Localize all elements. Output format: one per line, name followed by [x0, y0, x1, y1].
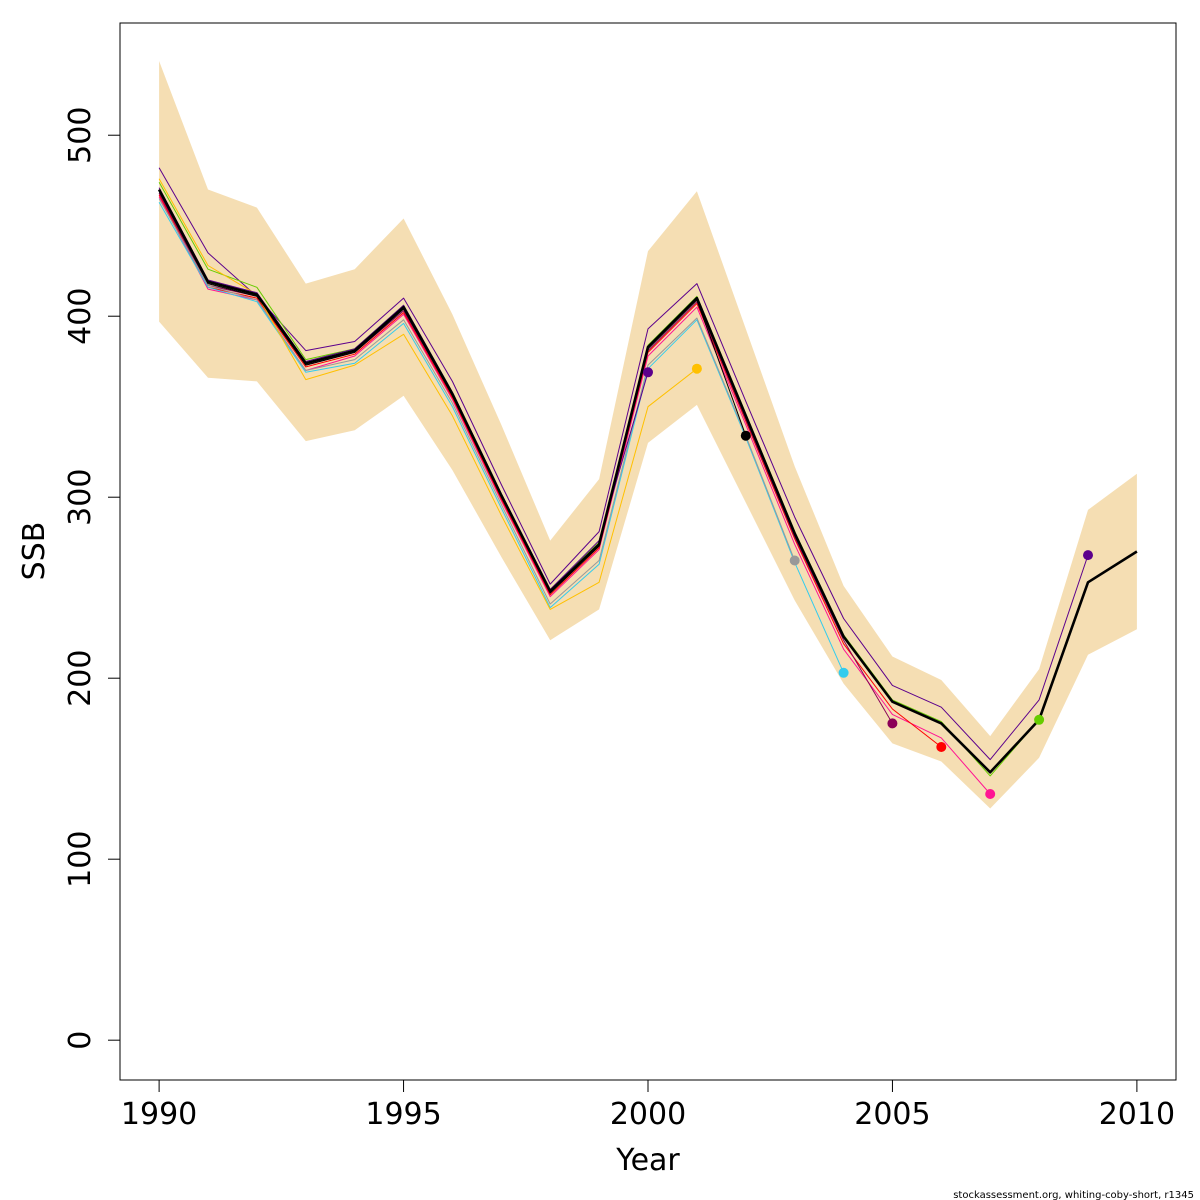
x-tick-label: 2005 [854, 1097, 930, 1132]
y-axis-title: SSB [17, 522, 52, 581]
x-axis-title: Year [615, 1143, 680, 1178]
y-tick-label: 300 [63, 469, 98, 526]
x-tick-label: 1995 [365, 1097, 441, 1132]
series-line-peel-2000 [158, 187, 649, 590]
series-line-peel-2006 [158, 194, 942, 748]
end-point-peel-2007 [985, 789, 996, 799]
series-line-base [157, 188, 1138, 774]
series-layer [157, 167, 1138, 795]
x-tick-label: 1990 [121, 1097, 197, 1132]
series-line-peel-2003 [158, 198, 796, 605]
end-point-peel-2008 [1034, 714, 1045, 725]
confidence-band [159, 61, 1137, 809]
end-point-peel-2006 [936, 742, 947, 752]
end-point-layer [643, 363, 1093, 799]
credit-text: stockassessment.org, whiting-coby-short,… [953, 1190, 1194, 1200]
series-line-peel-2001 [158, 178, 698, 610]
end-point-peel-2009 [1083, 550, 1093, 561]
end-point-peel-2004 [838, 667, 849, 678]
x-tick-label: 2000 [610, 1097, 686, 1132]
x-tick-label: 2010 [1099, 1097, 1175, 1132]
y-tick-label: 100 [63, 831, 98, 888]
end-point-peel-2000 [643, 367, 653, 378]
confidence-band-layer [159, 61, 1137, 809]
end-point-peel-2005 [887, 718, 898, 729]
end-point-peel-2001 [691, 363, 702, 374]
y-tick-label: 200 [63, 650, 98, 707]
series-line-peel-2004 [158, 201, 845, 674]
y-tick-label: 0 [63, 1031, 98, 1050]
end-point-peel-2003 [789, 555, 800, 566]
y-tick-label: 400 [63, 288, 98, 345]
axis-layer: 1990 1995 2000 2005 2010 0 100 200 300 400 500 [63, 107, 1175, 1132]
series-line-peel-2009 [158, 167, 1089, 761]
y-tick-label: 500 [63, 107, 98, 164]
end-point-peel-2002 [740, 430, 751, 441]
